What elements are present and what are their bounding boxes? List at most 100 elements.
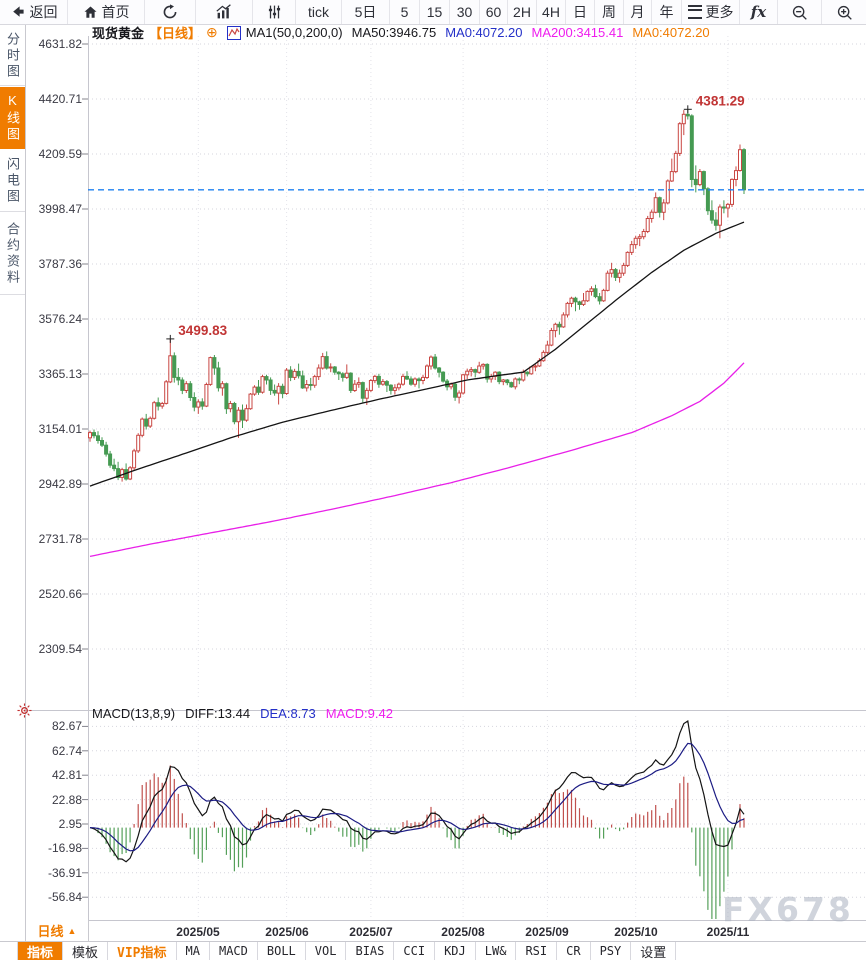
price-axis-label: 4209.59 xyxy=(38,147,82,161)
macd-axis-label: 42.81 xyxy=(51,768,82,782)
toolbar-interval-60[interactable]: 60 xyxy=(480,0,508,24)
sidebar-item-kline-chart[interactable]: K线图 xyxy=(0,87,25,149)
x-axis-label: 2025/08 xyxy=(441,925,485,939)
toolbar-tick-label: tick xyxy=(308,4,329,20)
price-axis-label: 2731.78 xyxy=(38,532,82,546)
zoom-in-icon xyxy=(837,5,852,20)
period-label: 【日线】 xyxy=(149,26,202,41)
toolbar-home-button[interactable]: 首页 xyxy=(68,0,145,24)
fx678-watermark: FX678 xyxy=(722,890,854,929)
bar-chart-icon xyxy=(216,4,231,19)
price-axis-label: 3365.13 xyxy=(38,367,82,381)
gear-icon xyxy=(17,703,32,718)
toolbar-interval-5[interactable]: 5 xyxy=(390,0,420,24)
sidebar-label: 闪电图 xyxy=(5,156,20,205)
x-axis-label: 2025/06 xyxy=(265,925,309,939)
tab-BOLL[interactable]: BOLL xyxy=(258,942,306,960)
tab-CR[interactable]: CR xyxy=(557,942,591,960)
sidebar-label: 分时图 xyxy=(5,31,20,80)
price-axis-label: 4420.71 xyxy=(38,92,82,106)
toolbar-back-label: 返回 xyxy=(29,4,58,20)
toolbar-zoom-in-button[interactable] xyxy=(822,0,866,24)
price-axis-label: 2942.89 xyxy=(38,477,82,491)
toolbar-interval-year[interactable]: 年 xyxy=(652,0,682,24)
toolbar-interval-week[interactable]: 周 xyxy=(595,0,624,24)
toolbar-interval-4h[interactable]: 4H xyxy=(537,0,566,24)
hamburger-icon xyxy=(687,5,702,19)
macd-axis-label: 22.88 xyxy=(51,793,82,807)
sidebar-item-contract-info[interactable]: 合约资料 xyxy=(0,213,25,295)
toolbar-15-label: 15 xyxy=(426,4,443,20)
toolbar-tick-button[interactable]: tick xyxy=(296,0,342,24)
price-axis-label: 3576.24 xyxy=(38,312,82,326)
tab-RSI[interactable]: RSI xyxy=(516,942,558,960)
tab-VIP指标[interactable]: VIP指标 xyxy=(108,942,177,960)
indicator-tabbar: 指标 模板 VIP指标 MA MACD BOLL VOL BIAS CCI KDJ LW& RSI CR… xyxy=(0,941,866,960)
price-axis-label: 4631.82 xyxy=(38,37,82,51)
ma0-orange-value: MA0:4072.20 xyxy=(632,25,710,40)
price-axis-label: 2520.66 xyxy=(38,587,82,601)
macd-chart-area[interactable] xyxy=(26,712,866,919)
toolbar-interval-5d[interactable]: 5日 xyxy=(342,0,390,24)
x-axis-label: 2025/05 xyxy=(176,925,220,939)
tab-MA[interactable]: MA xyxy=(177,942,210,960)
tab-设置[interactable]: 设置 xyxy=(631,942,677,960)
price-axis-label: 3787.36 xyxy=(38,257,82,271)
fx-indicator-icon: fx xyxy=(750,3,767,21)
sidebar-item-time-chart[interactable]: 分时图 xyxy=(0,26,25,86)
tab-VOL[interactable]: VOL xyxy=(306,942,347,960)
tab-模板[interactable]: 模板 xyxy=(63,942,109,960)
price-axis-label: 3154.01 xyxy=(38,422,82,436)
indicator-settings-button[interactable] xyxy=(17,703,32,723)
sidebar-item-lightning-chart[interactable]: 闪电图 xyxy=(0,150,25,212)
toolbar-year-label: 年 xyxy=(659,4,674,20)
ma200-value: MA200:3415.41 xyxy=(531,25,624,40)
toolbar-interval-day[interactable]: 日 xyxy=(566,0,595,24)
macd-header: MACD(13,8,9) DIFF:13.44 DEA:8.73 MACD:9.… xyxy=(92,705,393,721)
price-axis-label: 3998.47 xyxy=(38,202,82,216)
price-chart-header: 现货黄金 【日线】 ⊕ MA1(50,0,200,0) MA50:3946.75… xyxy=(92,24,710,41)
toolbar: 返回 首页 tick 5日 5 15 30 60 2H 4H 日 周 月 年 更… xyxy=(0,0,866,25)
toolbar-interval-month[interactable]: 月 xyxy=(624,0,652,24)
toolbar-fx-button[interactable]: fx xyxy=(740,0,778,24)
toolbar-back-button[interactable]: 返回 xyxy=(0,0,68,24)
toolbar-bar-chart-button[interactable] xyxy=(196,0,253,24)
tab-PSY[interactable]: PSY xyxy=(591,942,632,960)
macd-axis-label: -16.98 xyxy=(47,841,82,855)
macd-diff-value: DIFF:13.44 xyxy=(185,705,251,721)
x-axis-label: 2025/11 xyxy=(706,925,750,939)
toolbar-kline-style-button[interactable] xyxy=(253,0,296,24)
ma0-blue-value: MA0:4072.20 xyxy=(445,25,523,40)
tab-指标[interactable]: 指标 xyxy=(18,942,64,960)
zoom-out-icon xyxy=(792,5,807,20)
toolbar-refresh-button[interactable] xyxy=(145,0,196,24)
toolbar-zoom-out-button[interactable] xyxy=(778,0,822,24)
toolbar-interval-2h[interactable]: 2H xyxy=(508,0,537,24)
home-icon xyxy=(84,6,96,18)
price-chart-area[interactable] xyxy=(26,41,866,705)
add-favorite-icon[interactable]: ⊕ xyxy=(206,24,218,40)
toolbar-interval-15[interactable]: 15 xyxy=(420,0,450,24)
tab-LW&[interactable]: LW& xyxy=(476,942,517,960)
ma-config: MA1(50,0,200,0) xyxy=(245,25,343,40)
symbol-name: 现货黄金 xyxy=(92,26,145,41)
tab-MACD[interactable]: MACD xyxy=(210,942,258,960)
tab-KDJ[interactable]: KDJ xyxy=(435,942,476,960)
tab-BIAS[interactable]: BIAS xyxy=(346,942,395,960)
toolbar-more-label: 更多 xyxy=(705,4,734,20)
macd-title: MACD(13,8,9) xyxy=(92,705,176,721)
back-arrow-icon xyxy=(12,6,24,17)
refresh-icon xyxy=(163,4,177,19)
price-axis-label: 2309.54 xyxy=(38,642,82,656)
toolbar-5-label: 5 xyxy=(400,4,409,20)
toolbar-5d-label: 5日 xyxy=(354,4,377,20)
toolbar-4h-label: 4H xyxy=(542,4,560,20)
toolbar-more-button[interactable]: 更多 xyxy=(682,0,740,24)
kline-sliders-icon xyxy=(268,5,280,19)
period-selector-button[interactable]: 日线 ▲ xyxy=(26,920,89,941)
toolbar-interval-30[interactable]: 30 xyxy=(450,0,480,24)
x-axis-label: 2025/09 xyxy=(525,925,569,939)
mini-chart-icon[interactable] xyxy=(226,25,241,40)
tab-CCI[interactable]: CCI xyxy=(394,942,436,960)
